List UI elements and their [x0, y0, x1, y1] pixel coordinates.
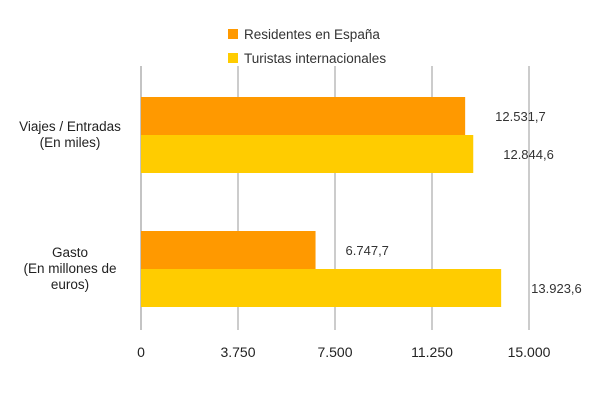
- tick-label: 3.750: [220, 344, 255, 360]
- category-label: Gasto (En millones de euros): [23, 245, 117, 292]
- data-label: 12.531,7: [495, 109, 546, 124]
- data-label: 6.747,7: [346, 243, 389, 258]
- data-label: 12.844,6: [503, 147, 554, 162]
- bar: [141, 135, 474, 173]
- data-label: 13.923,6: [531, 281, 582, 296]
- tick-label: 11.250: [411, 344, 453, 360]
- legend-item-residentes: Residentes en España: [228, 22, 386, 46]
- legend-swatch-residentes: [228, 29, 238, 39]
- tick-label: 0: [137, 344, 145, 360]
- legend-label-turistas: Turistas internacionales: [244, 50, 387, 66]
- category-label: Viajes / Entradas (En miles): [19, 119, 121, 150]
- bar: [141, 97, 466, 135]
- legend-label-residentes: Residentes en España: [244, 26, 380, 42]
- tick-label: 15.000: [508, 344, 551, 360]
- bar: [141, 231, 316, 269]
- legend-swatch-turistas: [228, 53, 238, 63]
- bar: [141, 269, 502, 307]
- tick-label: 7.500: [317, 344, 352, 360]
- legend: Residentes en España Turistas internacio…: [228, 22, 386, 70]
- legend-item-turistas: Turistas internacionales: [228, 46, 386, 70]
